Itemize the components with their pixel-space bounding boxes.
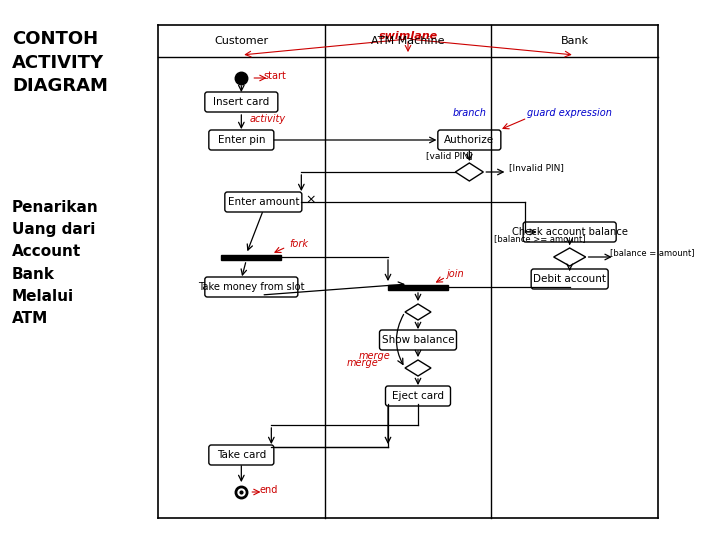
Text: Show balance: Show balance — [382, 335, 454, 345]
Text: Bank: Bank — [561, 36, 589, 46]
Text: Eject card: Eject card — [392, 391, 444, 401]
Text: Authorize: Authorize — [444, 135, 495, 145]
Text: guard expression: guard expression — [527, 108, 612, 118]
FancyBboxPatch shape — [204, 92, 278, 112]
Text: fork: fork — [289, 239, 308, 249]
FancyBboxPatch shape — [523, 222, 616, 242]
FancyBboxPatch shape — [225, 192, 302, 212]
Text: Penarikan
Uang dari
Account
Bank
Melalui
ATM: Penarikan Uang dari Account Bank Melalui… — [12, 200, 99, 326]
Text: swimlane: swimlane — [379, 31, 438, 41]
FancyBboxPatch shape — [209, 130, 274, 150]
Text: branch: branch — [452, 108, 486, 118]
FancyBboxPatch shape — [204, 277, 298, 297]
FancyBboxPatch shape — [379, 330, 456, 350]
Text: [Invalid PIN]: [Invalid PIN] — [509, 164, 564, 172]
Text: activity: activity — [249, 114, 285, 124]
Text: [balance >= amount]: [balance >= amount] — [494, 234, 585, 243]
Text: merge: merge — [346, 358, 378, 368]
Text: CONTOH
ACTIVITY
DIAGRAM: CONTOH ACTIVITY DIAGRAM — [12, 30, 108, 95]
Text: [balance = amount]: [balance = amount] — [610, 248, 694, 258]
Bar — [388, 285, 448, 289]
Text: end: end — [259, 485, 278, 495]
Text: ATM Machine: ATM Machine — [372, 36, 445, 46]
Text: ×: × — [305, 193, 316, 206]
Text: merge: merge — [359, 351, 390, 361]
Text: Check account balance: Check account balance — [512, 227, 628, 237]
Text: Customer: Customer — [215, 36, 269, 46]
Text: Insert card: Insert card — [213, 97, 269, 107]
Text: join: join — [446, 269, 464, 279]
Text: start: start — [264, 71, 287, 81]
Text: Take money from slot: Take money from slot — [198, 282, 305, 292]
Text: Debit account: Debit account — [534, 274, 606, 284]
Text: Enter amount: Enter amount — [228, 197, 299, 207]
FancyBboxPatch shape — [531, 269, 608, 289]
Bar — [221, 254, 282, 260]
FancyBboxPatch shape — [209, 445, 274, 465]
Text: [valid PIN]: [valid PIN] — [426, 151, 472, 160]
FancyBboxPatch shape — [438, 130, 501, 150]
FancyBboxPatch shape — [385, 386, 451, 406]
Text: Enter pin: Enter pin — [217, 135, 265, 145]
Text: Take card: Take card — [217, 450, 266, 460]
